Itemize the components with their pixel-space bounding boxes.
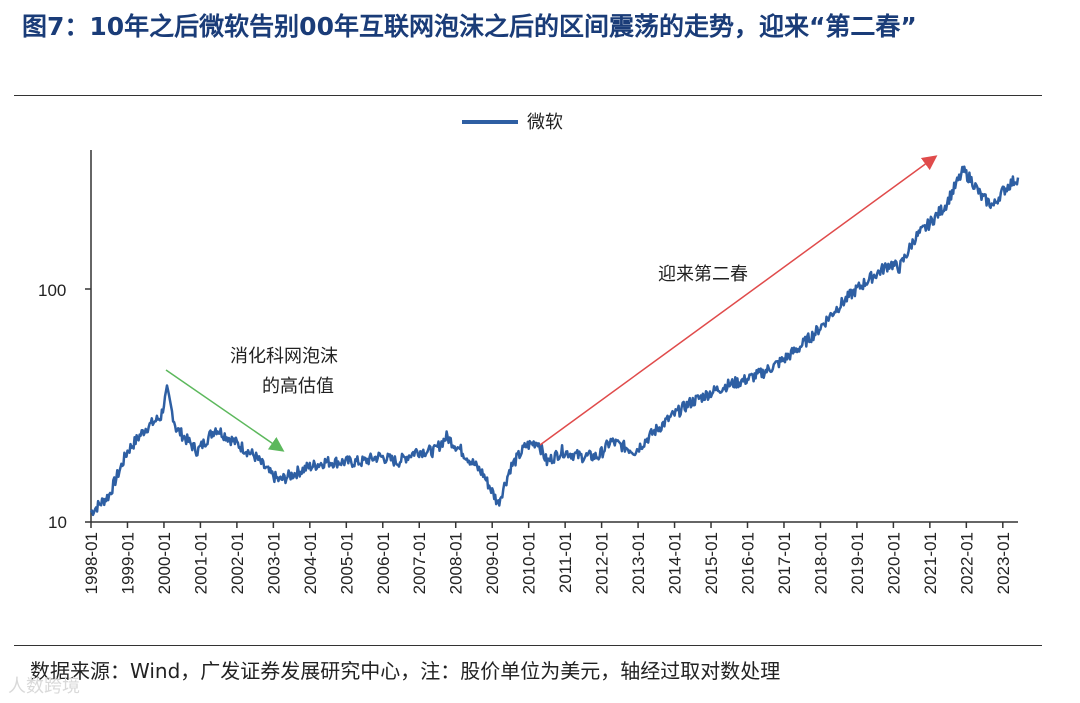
x-tick-label: 2004-01 xyxy=(301,532,320,594)
x-tick-label: 2005-01 xyxy=(337,532,356,594)
x-tick-label: 2009-01 xyxy=(483,532,502,594)
annotation-bubble-line2: 的高估值 xyxy=(262,376,334,397)
x-tick-label: 2018-01 xyxy=(811,532,830,594)
x-tick-label: 1998-01 xyxy=(82,532,101,594)
x-tick-label: 2008-01 xyxy=(447,532,466,594)
legend-label: 微软 xyxy=(527,112,563,133)
x-tick-label: 2007-01 xyxy=(410,532,429,594)
series-line-msft xyxy=(89,165,1020,517)
y-tick-label-10: 10 xyxy=(48,513,67,532)
x-tick-label: 2016-01 xyxy=(738,532,757,594)
annotation-second-spring-arrow xyxy=(539,155,938,446)
top-divider xyxy=(14,95,1042,96)
x-ticks: 1998-01 1999-01 2000-01 2001-01 2002-01 2003-… xyxy=(82,522,1013,594)
annotation-second-spring: 迎来第二春 xyxy=(539,155,938,446)
x-tick-label: 2017-01 xyxy=(775,532,794,594)
x-tick-label: 2014-01 xyxy=(666,532,685,594)
page-title: 图7：10年之后微软告别00年互联网泡沫之后的区间震荡的走势，迎来“第二春” xyxy=(22,12,917,41)
x-tick-label: 2013-01 xyxy=(629,532,648,594)
x-tick-label: 2010-01 xyxy=(520,532,539,594)
x-tick-label: 2022-01 xyxy=(957,532,976,594)
x-tick-label: 2011-01 xyxy=(556,532,575,593)
bottom-divider xyxy=(14,645,1042,646)
x-tick-label: 2012-01 xyxy=(593,532,612,594)
x-tick-label: 2015-01 xyxy=(702,532,721,594)
x-tick-label: 2019-01 xyxy=(848,532,867,594)
legend: 微软 xyxy=(462,112,563,133)
x-tick-label: 2023-01 xyxy=(994,532,1013,594)
annotation-bubble-arrow xyxy=(165,369,285,452)
x-tick-label: 2000-01 xyxy=(155,532,174,594)
source-note: 数据来源：Wind，广发证券发展研究中心，注：股价单位为美元，轴经过取对数处理 xyxy=(30,659,781,683)
annotation-second-spring-label: 迎来第二春 xyxy=(658,264,748,285)
x-tick-label: 2001-01 xyxy=(191,532,210,594)
x-tick-label: 1999-01 xyxy=(118,532,137,594)
x-tick-label: 2002-01 xyxy=(228,532,247,594)
y-tick-label-100: 100 xyxy=(38,281,66,300)
watermark: 人数跨境 xyxy=(8,676,80,697)
x-tick-label: 2003-01 xyxy=(264,532,283,594)
x-tick-label: 2020-01 xyxy=(884,532,903,594)
x-tick-label: 2006-01 xyxy=(374,532,393,594)
annotation-bubble-line1: 消化科网泡沫 xyxy=(230,346,338,367)
x-tick-label: 2021-01 xyxy=(921,532,940,594)
annotation-bubble: 消化科网泡沫 的高估值 xyxy=(165,346,338,452)
